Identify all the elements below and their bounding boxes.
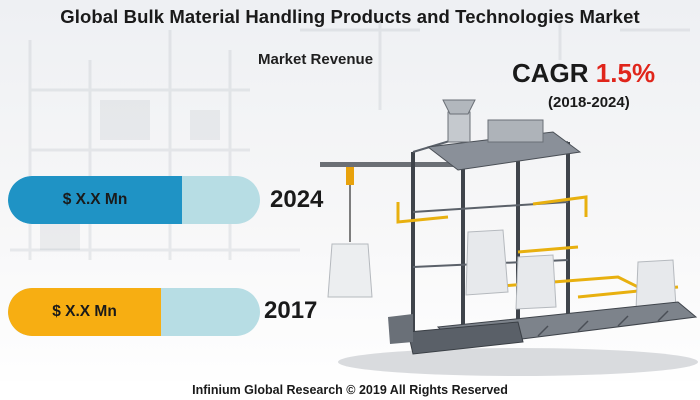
cagr-label: CAGR [512, 58, 589, 88]
revenue-bar-fill: $ X.X Mn [8, 288, 161, 336]
year-label-2017: 2017 [264, 297, 318, 324]
market-revenue-subtitle: Market Revenue [258, 51, 374, 68]
revenue-bar-fill: $ X.X Mn [8, 176, 182, 224]
cagr-value: 1.5% [595, 58, 656, 88]
revenue-bar-2024: $ X.X Mn [8, 176, 260, 224]
footer-copyright: Infinium Global Research © 2019 All Righ… [0, 381, 700, 400]
cagr-period: (2018-2024) [548, 94, 630, 111]
page-title: Global Bulk Material Handling Products a… [60, 6, 640, 27]
revenue-bar-2017: $ X.X Mn [8, 288, 260, 336]
bulk-bag-filling-machine-icon [320, 99, 698, 376]
year-label-2024: 2024 [270, 186, 324, 213]
cagr-heading: CAGR 1.5% [512, 58, 655, 89]
